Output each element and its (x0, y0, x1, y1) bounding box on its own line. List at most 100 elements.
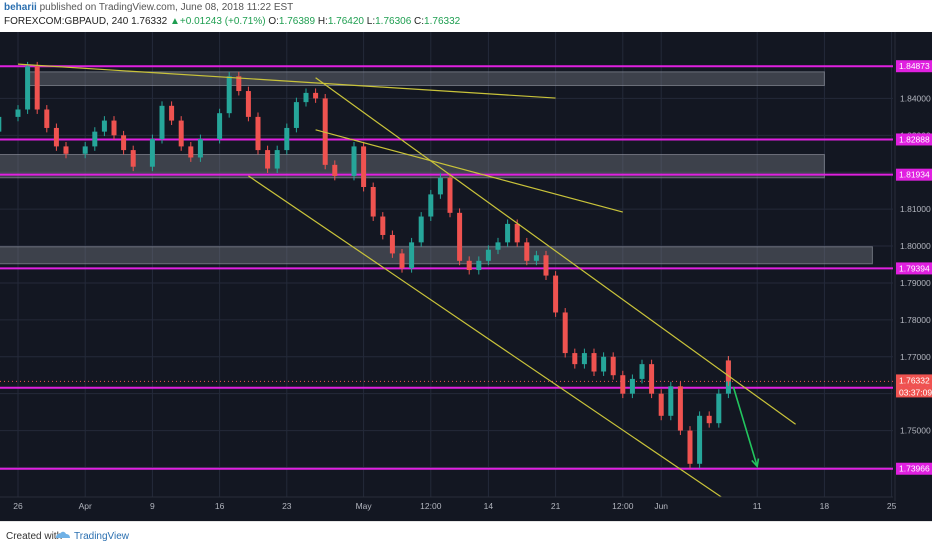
x-tick-label: 25 (887, 501, 897, 511)
y-tick-label: 1.80000 (900, 241, 931, 251)
candle-body (706, 415, 712, 424)
price-chart[interactable]: 1.840001.830001.820001.810001.800001.790… (0, 32, 932, 521)
candle-body (658, 393, 664, 416)
candle-body (687, 430, 693, 464)
supply-demand-zone (0, 246, 873, 265)
candle-body (409, 242, 415, 269)
trendline (248, 175, 723, 497)
tradingview-brand[interactable]: TradingView (74, 531, 130, 542)
x-tick-label: 12:00 (420, 501, 442, 511)
symbol-line: FOREXCOM:GBPAUD, 240 1.76332 ▲+0.01243 (… (4, 16, 460, 27)
candle-body (63, 146, 69, 154)
countdown-label: 03:37:09 (899, 387, 932, 397)
supply-demand-zone (0, 154, 825, 179)
candle-body (370, 187, 376, 217)
close-label: C: (414, 16, 425, 27)
close-value: 1.76332 (424, 16, 461, 27)
level-label-box (896, 168, 932, 181)
projection-arrowhead-icon (751, 458, 760, 469)
x-tick-label: 14 (484, 501, 494, 511)
candle-body (495, 242, 501, 250)
trendline (17, 63, 556, 99)
candle-body (428, 194, 434, 217)
candle-body (15, 109, 21, 117)
low-label: L: (366, 16, 376, 27)
candle-body (197, 139, 203, 158)
candle-body (44, 109, 50, 128)
symbol-label: FOREXCOM:GBPAUD, 240 (4, 16, 129, 27)
candle-body (380, 216, 386, 235)
candle-body (351, 146, 357, 176)
candle-body (524, 242, 530, 261)
candle-body (649, 364, 655, 394)
candle-body (159, 105, 165, 140)
candle-body (677, 386, 683, 431)
x-tick-label: 12:00 (612, 501, 634, 511)
x-tick-label: 18 (820, 501, 830, 511)
candle-body (178, 120, 184, 147)
candle-body (466, 260, 472, 271)
candle-body (121, 135, 127, 151)
candle-body (697, 415, 703, 464)
open-value: 1.76389 (278, 16, 316, 27)
candle-body (716, 393, 722, 424)
candle-body (591, 353, 597, 372)
candle-body (169, 105, 175, 121)
candle-body (725, 360, 731, 382)
candle-body (543, 255, 549, 276)
candle-body (418, 216, 424, 243)
candle-body (293, 102, 299, 128)
candle-body (668, 386, 674, 416)
publisher-text: published on TradingView.com, June 08, 2… (36, 2, 294, 13)
x-tick-label: 9 (150, 501, 155, 511)
y-tick-label: 1.81000 (900, 204, 931, 214)
level-label: 1.79394 (899, 263, 930, 273)
candle-body (389, 234, 395, 254)
level-label-box (896, 262, 932, 275)
candle-body (53, 127, 59, 147)
candle-body (562, 312, 568, 354)
candle-body (505, 223, 511, 243)
candle-body (437, 177, 443, 195)
candle-body (101, 120, 107, 132)
x-tick-label: 21 (551, 501, 561, 511)
level-label-box (896, 133, 932, 146)
level-label: 1.81934 (899, 170, 930, 180)
tradingview-logo-icon[interactable] (55, 529, 71, 541)
projection-arrow-icon (732, 386, 758, 467)
low-value: 1.76306 (375, 16, 412, 27)
candle-body (130, 150, 136, 167)
trendline (315, 77, 796, 425)
candle-body (485, 249, 491, 261)
y-tick-label: 1.84000 (900, 93, 931, 103)
level-label-box (896, 462, 932, 475)
x-tick-label: 11 (753, 501, 762, 511)
high-label: H: (317, 16, 328, 27)
chart-area[interactable]: 1.840001.830001.820001.810001.800001.790… (0, 32, 932, 521)
candle-body (245, 91, 251, 117)
candle-body (476, 260, 482, 271)
candle-body (25, 66, 31, 110)
y-tick-label: 1.78000 (900, 315, 931, 325)
current-price-label: 1.76332 (899, 375, 930, 385)
created-with-text: Created with (6, 531, 63, 542)
candle-body (533, 255, 539, 261)
supply-demand-zone (27, 71, 825, 87)
change-arrow-icon: ▲ (170, 16, 180, 27)
candle-body (82, 146, 88, 154)
candle-body (629, 378, 635, 394)
open-label: O: (268, 16, 279, 27)
change-value: +0.01243 (+0.71%) (179, 16, 266, 27)
candle-body (303, 92, 309, 103)
candle-body (274, 150, 280, 169)
publisher-user[interactable]: beharii (4, 2, 37, 13)
candle-body (572, 353, 578, 365)
footer: Created with TradingView (0, 521, 932, 550)
candle-body (149, 139, 155, 167)
candle-body (34, 66, 40, 110)
level-label: 1.84873 (899, 61, 930, 71)
y-tick-label: 1.79000 (900, 278, 931, 288)
candle-body (111, 120, 117, 136)
x-tick-label: Apr (79, 501, 92, 511)
candle-body (265, 150, 271, 169)
